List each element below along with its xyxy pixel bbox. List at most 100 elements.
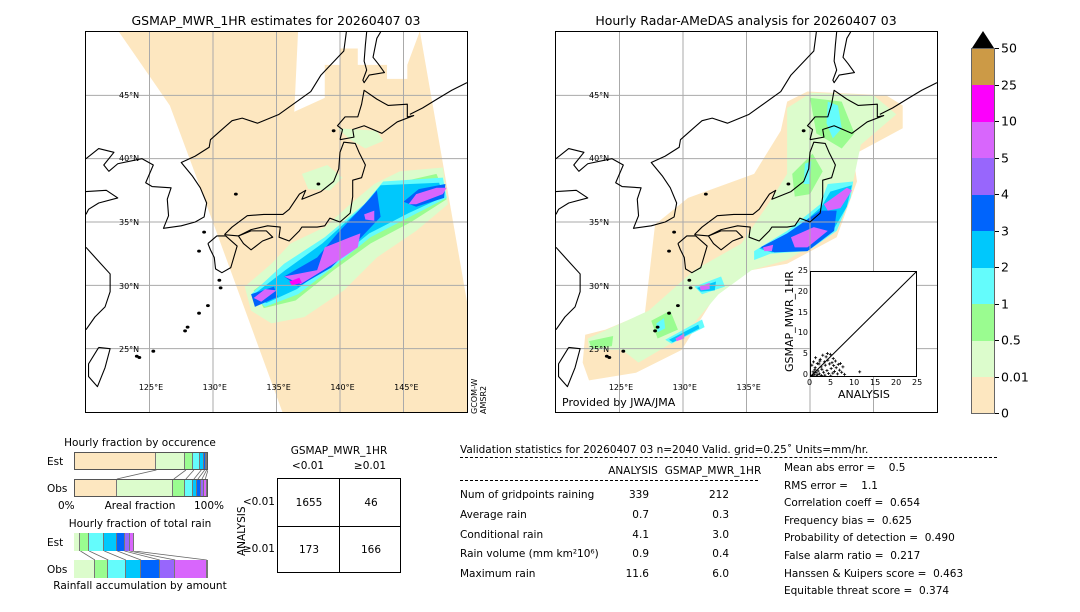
tr-axis-label: Rainfall accumulation by amount [53, 580, 227, 592]
island [672, 230, 677, 234]
left-rain-area-8 [284, 190, 381, 287]
data-credit: Provided by JWA/JMA [562, 396, 676, 409]
tr-est-bar [74, 533, 208, 551]
fraction-segment [185, 453, 194, 469]
scatter-point [841, 365, 845, 369]
contingency-table: 1655 46 173 166 [277, 478, 401, 573]
scatter-point [813, 368, 817, 372]
left-rain-area-11 [284, 233, 361, 285]
colorbar-segment [972, 194, 994, 231]
colorbar-tick [995, 157, 999, 159]
score-line: False alarm ratio = 0.217 [784, 550, 921, 562]
coastline [238, 231, 272, 250]
colorbar-segment [972, 84, 994, 122]
colorbar-tick [995, 121, 999, 122]
coastline [89, 347, 111, 386]
fraction-segment [117, 480, 174, 496]
scatter-ytick: 25 [797, 266, 808, 275]
colorbar-tick [995, 340, 999, 341]
scatter-xtick: 15 [870, 378, 881, 387]
scatter-point [823, 373, 827, 376]
scatter-point [828, 352, 832, 356]
lon-label: 140°E [330, 383, 355, 392]
stats-gsmap-value: 6.0 [712, 568, 729, 580]
scatter-xlabel: ANALYSIS [838, 388, 890, 401]
scatter-point [833, 359, 837, 363]
sensor-label-line1: GCOM-W [470, 378, 479, 414]
fraction-segment [175, 560, 207, 578]
lat-label: 25°N [589, 345, 610, 355]
left-map-title: GSMAP_MWR_1HR estimates for 20260407 03 [131, 13, 421, 28]
right-rain-area-15 [760, 210, 837, 253]
scatter-point [840, 370, 844, 374]
left-map-svg [86, 32, 467, 412]
fraction-segment [125, 560, 141, 578]
colorbar-label: 50 [1001, 40, 1017, 56]
right-rain-area-5 [589, 336, 614, 349]
island [687, 278, 692, 282]
scatter-xtick: 5 [828, 378, 834, 387]
right-rain-area-6 [826, 101, 842, 139]
scatter-point [816, 373, 820, 376]
scatter-point [832, 364, 836, 368]
lon-label: 135°E [736, 383, 761, 392]
scatter-point [834, 366, 838, 370]
ct-cell-miss: 173 [298, 544, 320, 556]
gsmap-estimate-map: 45°N 40°N 35°N 30°N 25°N 125°E 130°E 135°E 140°E… [85, 31, 468, 413]
colorbar-label: 5 [1001, 150, 1009, 165]
connector-line [88, 551, 109, 560]
left-rain-area-1 [294, 32, 420, 112]
radar-analysis-map: Provided by JWA/JMA 45°N 40°N 35°N 30°N 25°N… [555, 31, 938, 413]
occ-obs-bar [74, 479, 208, 497]
colorbar-tick [995, 84, 999, 86]
scatter-point [811, 373, 814, 376]
colorbar-segment [972, 121, 994, 158]
island [676, 304, 680, 308]
fraction-segment [203, 453, 206, 469]
occ-est-bar [74, 452, 208, 470]
score-line: Correlation coeff = 0.654 [784, 497, 920, 510]
fraction-segment [200, 453, 204, 469]
scatter-point [820, 367, 824, 371]
ct-divider-v [339, 479, 340, 572]
scatter-point [835, 372, 839, 376]
left-rain-area-13 [408, 187, 447, 205]
fraction-segment [75, 480, 118, 496]
stats-analysis-value: 0.7 [632, 509, 649, 521]
scatter-plot [811, 272, 916, 376]
ct-col-label-2: ≥0.01 [353, 460, 387, 472]
stats-gsmap-value: 0.4 [712, 548, 729, 560]
island [183, 329, 187, 333]
coastline [337, 90, 413, 139]
connector-line [116, 470, 157, 479]
scatter-point [812, 360, 816, 364]
colorbar-segment [972, 230, 994, 268]
scatter-point [825, 352, 829, 356]
fraction-segment [185, 480, 194, 496]
island [151, 349, 156, 353]
island [801, 129, 806, 133]
scatter-point [818, 359, 822, 363]
scatter-point [843, 372, 847, 376]
lat-label: 35°N [119, 218, 140, 227]
fraction-segment [75, 453, 157, 469]
connector-line [201, 470, 208, 479]
sensor-label: GCOM-W AMSR2 [470, 379, 488, 414]
island [316, 182, 321, 186]
scatter-point [820, 374, 823, 376]
validation-divider [460, 457, 997, 458]
right-rain-area-18 [763, 244, 774, 252]
stats-analysis-value: 11.6 [625, 568, 649, 580]
scatter-point [811, 370, 815, 374]
one-to-one-line [811, 272, 916, 376]
scatter-point [826, 358, 830, 362]
fraction-segment [108, 560, 126, 578]
scatter-point [816, 369, 820, 373]
island [703, 192, 708, 196]
island [217, 278, 222, 282]
fraction-segment [104, 533, 118, 551]
connector-line [117, 551, 142, 560]
island [653, 329, 657, 333]
tr-connectors [80, 551, 207, 560]
